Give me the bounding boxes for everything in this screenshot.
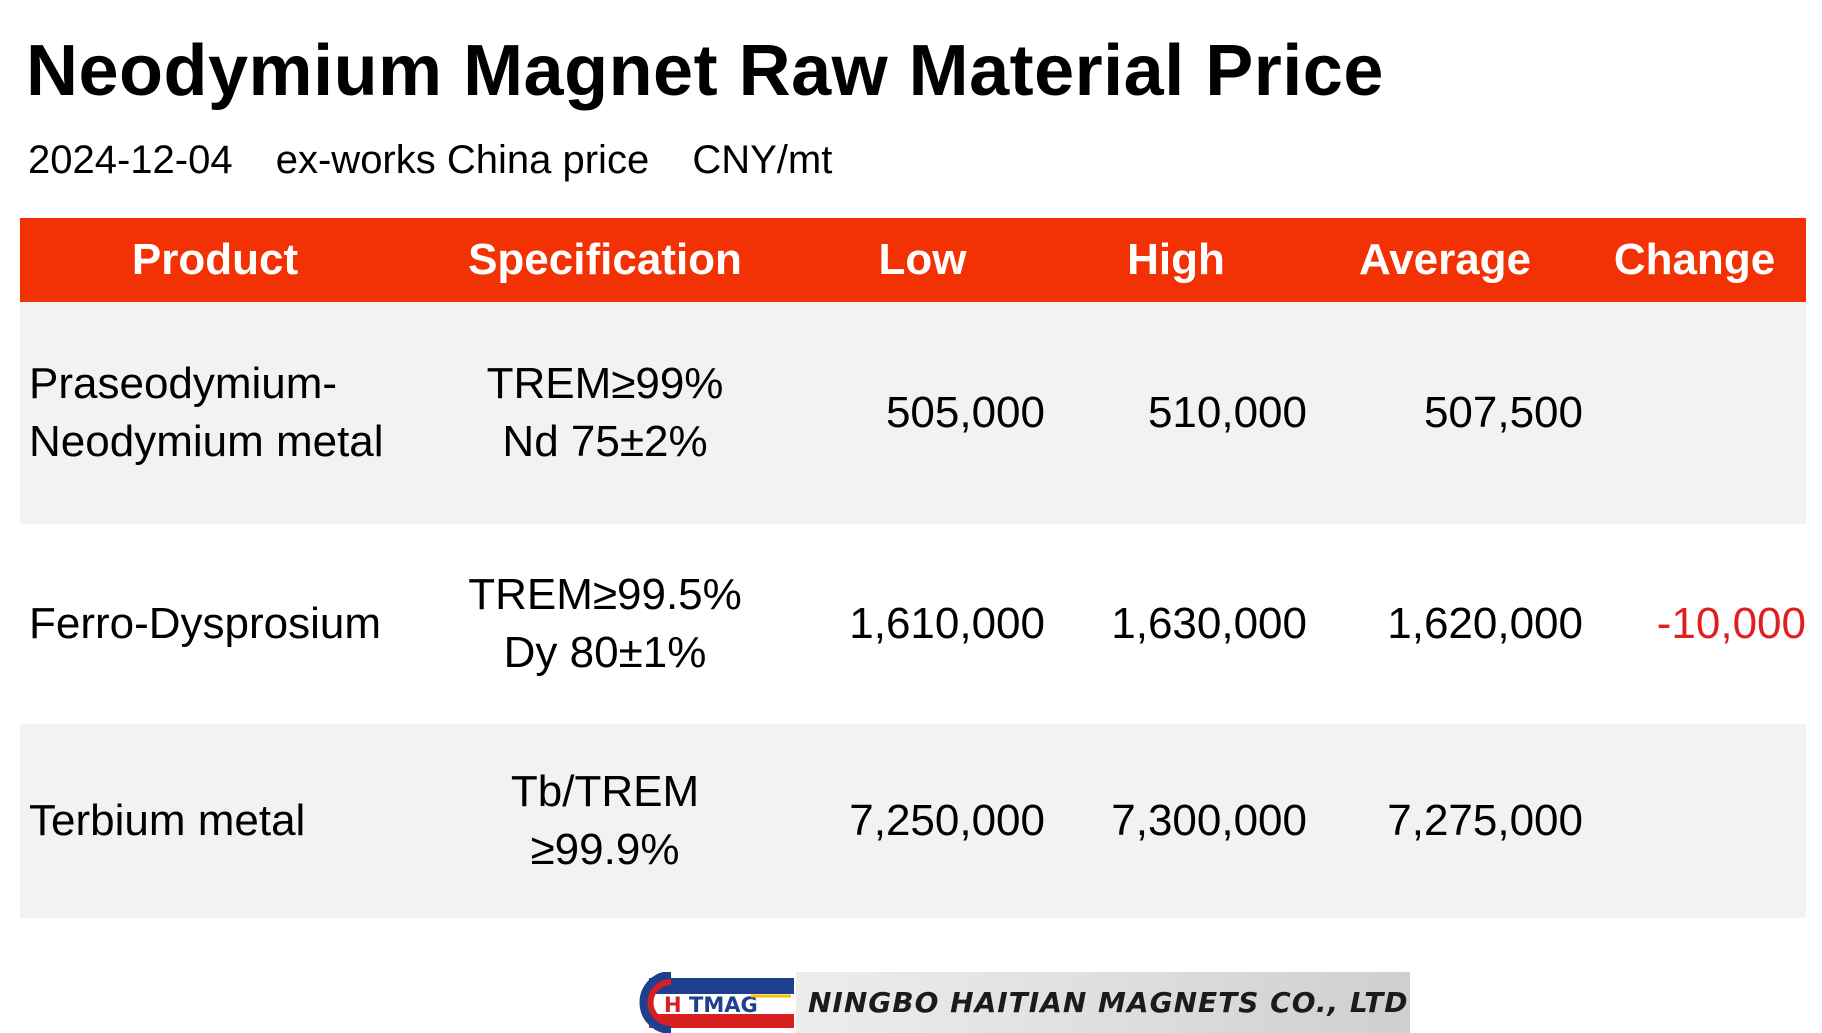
average-price-cell: 507,500 (1423, 388, 1583, 437)
specification-line: Tb/TREM (510, 767, 700, 816)
table-header: Product Specification Low High Average C… (20, 218, 1806, 302)
header-high: High (1127, 235, 1225, 284)
specification-line: Dy 80±1% (503, 628, 707, 677)
product-cell: Terbium metal (20, 792, 410, 850)
specification-line: ≥99.9% (530, 825, 680, 874)
price-basis: ex-works China price (275, 138, 650, 182)
header-specification: Specification (468, 235, 742, 284)
table-row: Terbium metal Tb/TREM ≥99.9% 7,250,000 7… (20, 724, 1806, 918)
product-cell: Ferro-Dysprosium (20, 595, 410, 653)
product-name-line: Terbium metal (29, 796, 306, 845)
specification-line: TREM≥99% (486, 359, 724, 408)
high-price-cell: 510,000 (1147, 388, 1307, 437)
price-unit: CNY/mt (692, 138, 833, 182)
specification-line: Nd 75±2% (502, 417, 708, 466)
specification-cell: TREM≥99.5% Dy 80±1% (410, 566, 800, 682)
header-change: Change (1613, 235, 1776, 284)
low-price-cell: 505,000 (885, 388, 1045, 437)
high-price-cell: 7,300,000 (1111, 796, 1307, 845)
change-cell: -10,000 (1656, 599, 1806, 648)
page-title: Neodymium Magnet Raw Material Price (26, 31, 1384, 111)
header-low: Low (878, 235, 967, 284)
specification-cell: Tb/TREM ≥99.9% (410, 763, 800, 879)
average-price-cell: 1,620,000 (1387, 599, 1583, 648)
specification-line: TREM≥99.5% (468, 570, 742, 619)
price-table: Product Specification Low High Average C… (20, 218, 1806, 918)
header-average: Average (1358, 235, 1532, 284)
product-cell: Praseodymium- Neodymium metal (20, 355, 410, 471)
product-name-line: Ferro-Dysprosium (29, 599, 382, 648)
low-price-cell: 7,250,000 (849, 796, 1045, 845)
company-logo-banner: H TMAG NINGBO HAITIAN MAGNETS CO., LTD (631, 972, 1410, 1033)
table-row: Ferro-Dysprosium TREM≥99.5% Dy 80±1% 1,6… (20, 524, 1806, 724)
htmag-logo-icon: H TMAG (631, 972, 796, 1033)
header-product: Product (131, 235, 299, 284)
company-name: NINGBO HAITIAN MAGNETS CO., LTD (808, 986, 1409, 1019)
product-name-line: Neodymium metal (29, 417, 384, 466)
product-name-line: Praseodymium- (29, 359, 338, 408)
average-price-cell: 7,275,000 (1387, 796, 1583, 845)
specification-cell: TREM≥99% Nd 75±2% (410, 355, 800, 471)
table-row: Praseodymium- Neodymium metal TREM≥99% N… (20, 302, 1806, 524)
svg-text:H: H (664, 993, 682, 1017)
svg-text:TMAG: TMAG (689, 993, 758, 1017)
low-price-cell: 1,610,000 (849, 599, 1045, 648)
price-date: 2024-12-04 (28, 138, 233, 182)
high-price-cell: 1,630,000 (1111, 599, 1307, 648)
subtitle: 2024-12-04 ex-works China price CNY/mt (28, 138, 864, 183)
